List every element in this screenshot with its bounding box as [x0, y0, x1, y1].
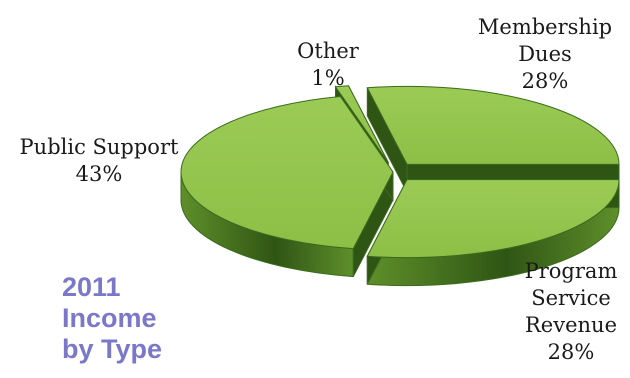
label-program-line2: Service: [531, 286, 611, 310]
value-other: 1%: [311, 66, 345, 90]
chart-title: 2011 Income by Type: [62, 272, 162, 365]
label-public-line1: Public Support: [19, 135, 179, 159]
pie-slice-program-service-revenue: [366, 179, 620, 287]
label-membership-line1: Membership: [477, 15, 613, 39]
label-other: Other 1%: [278, 38, 378, 92]
label-other-line1: Other: [297, 39, 359, 63]
label-program-line3: Revenue: [524, 313, 617, 337]
pie-slice-top: [180, 95, 394, 250]
pie-slice-top: [366, 85, 620, 165]
pie-slice-top: [334, 85, 389, 163]
value-membership: 28%: [521, 69, 569, 93]
label-membership-dues: Membership Dues 28%: [470, 14, 620, 95]
value-public: 43%: [75, 162, 123, 186]
chart-title-line1: 2011: [62, 272, 121, 302]
pie-slice-public-support: [180, 94, 394, 278]
pie-slice-membership-dues: [366, 85, 620, 193]
label-public-support: Public Support 43%: [14, 134, 184, 188]
pie-slice-top: [366, 179, 620, 259]
label-program-line1: Program: [524, 259, 618, 283]
label-membership-line2: Dues: [518, 42, 572, 66]
chart-title-line3: by Type: [62, 334, 163, 364]
value-program: 28%: [547, 340, 595, 364]
label-program-service-revenue: Program Service Revenue 28%: [515, 258, 627, 366]
chart-title-line2: Income: [62, 303, 157, 333]
